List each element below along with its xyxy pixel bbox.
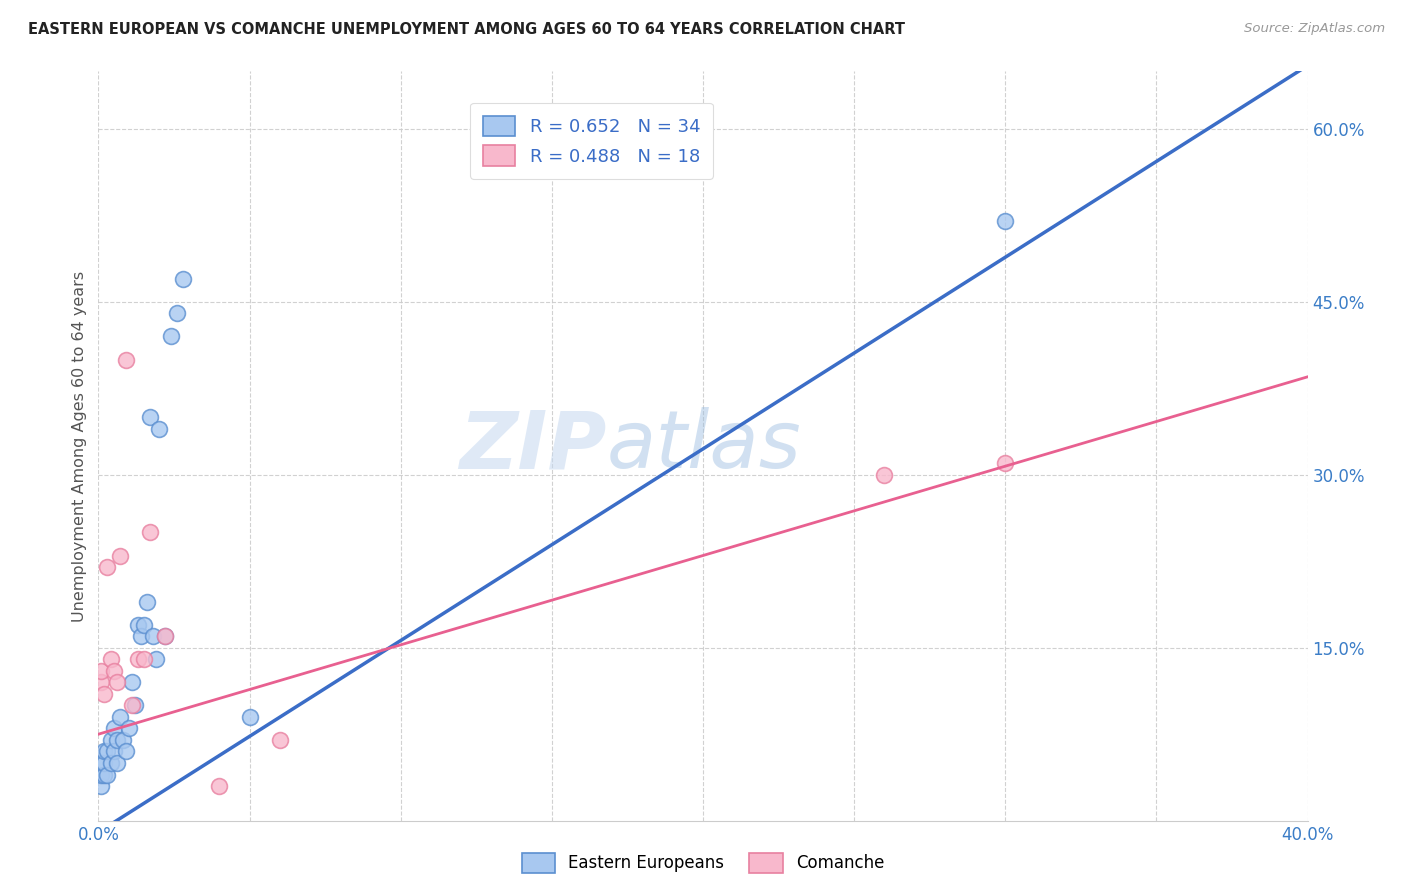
Point — [103, 722, 125, 736]
Point — [93, 744, 115, 758]
Point — [994, 456, 1017, 470]
Point — [93, 687, 115, 701]
Legend: Eastern Europeans, Comanche: Eastern Europeans, Comanche — [515, 847, 891, 880]
Point — [90, 664, 112, 678]
Point — [105, 733, 128, 747]
Point — [239, 710, 262, 724]
Point — [90, 756, 112, 770]
Point — [994, 214, 1017, 228]
Point — [103, 744, 125, 758]
Point — [873, 467, 896, 482]
Point — [153, 629, 176, 643]
Y-axis label: Unemployment Among Ages 60 to 64 years: Unemployment Among Ages 60 to 64 years — [72, 270, 87, 622]
Point — [135, 594, 157, 608]
Point — [153, 629, 176, 643]
Point — [160, 329, 183, 343]
Point — [100, 652, 122, 666]
Point — [114, 744, 136, 758]
Point — [96, 560, 118, 574]
Point — [90, 779, 112, 793]
Point — [96, 744, 118, 758]
Point — [139, 410, 162, 425]
Point — [127, 652, 149, 666]
Legend: R = 0.652   N = 34, R = 0.488   N = 18: R = 0.652 N = 34, R = 0.488 N = 18 — [470, 103, 713, 179]
Point — [114, 352, 136, 367]
Point — [208, 779, 231, 793]
Text: ZIP: ZIP — [458, 407, 606, 485]
Point — [118, 722, 141, 736]
Point — [96, 767, 118, 781]
Point — [93, 756, 115, 770]
Point — [93, 767, 115, 781]
Point — [100, 756, 122, 770]
Point — [105, 756, 128, 770]
Point — [145, 652, 167, 666]
Point — [108, 710, 131, 724]
Point — [121, 698, 143, 713]
Point — [103, 664, 125, 678]
Point — [129, 629, 152, 643]
Text: Source: ZipAtlas.com: Source: ZipAtlas.com — [1244, 22, 1385, 36]
Text: EASTERN EUROPEAN VS COMANCHE UNEMPLOYMENT AMONG AGES 60 TO 64 YEARS CORRELATION : EASTERN EUROPEAN VS COMANCHE UNEMPLOYMEN… — [28, 22, 905, 37]
Point — [121, 675, 143, 690]
Point — [111, 733, 134, 747]
Point — [269, 733, 291, 747]
Text: atlas: atlas — [606, 407, 801, 485]
Point — [90, 675, 112, 690]
Point — [105, 675, 128, 690]
Point — [172, 272, 194, 286]
Point — [148, 422, 170, 436]
Point — [108, 549, 131, 563]
Point — [139, 525, 162, 540]
Point — [127, 617, 149, 632]
Point — [90, 767, 112, 781]
Point — [100, 733, 122, 747]
Point — [124, 698, 146, 713]
Point — [166, 306, 188, 320]
Point — [142, 629, 165, 643]
Point — [132, 617, 155, 632]
Point — [132, 652, 155, 666]
